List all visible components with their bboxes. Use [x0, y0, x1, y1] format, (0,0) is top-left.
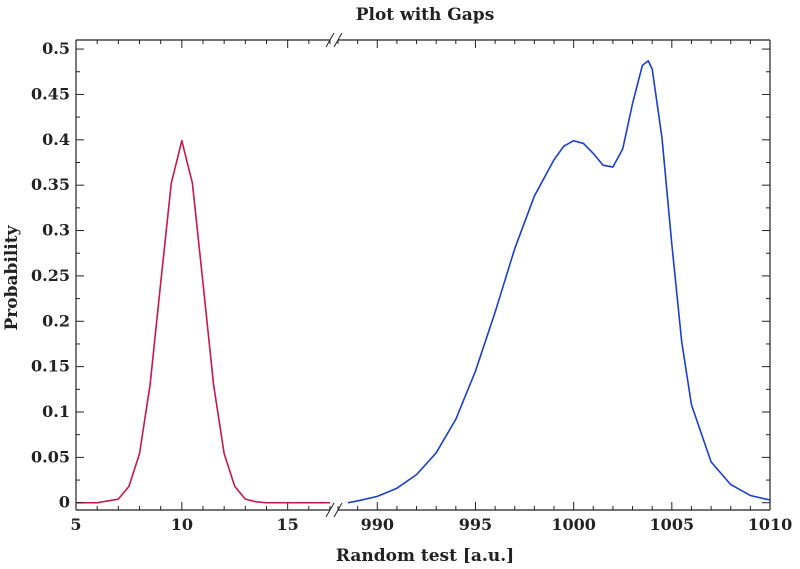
y-tick-label: 0.5 [42, 39, 70, 58]
x-tick-label: 990 [361, 515, 394, 534]
y-tick-label: 0.45 [31, 84, 70, 103]
series-line-panel-1-0 [347, 60, 771, 504]
x-tick-label: 1010 [748, 515, 793, 534]
x-tick-label: 1000 [551, 515, 596, 534]
y-tick-label: 0.4 [42, 130, 70, 149]
y-tick-label: 0.3 [42, 221, 70, 240]
y-tick-label: 0.05 [31, 447, 70, 466]
x-tick-label: 5 [70, 515, 81, 534]
y-tick-label: 0.1 [42, 402, 70, 421]
x-tick-label: 1005 [650, 515, 695, 534]
series-line-panel-0-0 [76, 139, 330, 504]
y-tick-label: 0.2 [42, 311, 70, 330]
axis-break-mark [325, 32, 335, 48]
x-axis-label: Random test [a.u.] [336, 546, 514, 566]
x-tick-label: 15 [277, 515, 299, 534]
y-tick-label: 0.25 [31, 266, 70, 285]
chart-title: Plot with Gaps [356, 5, 495, 25]
axis-break-mark [325, 502, 335, 518]
y-tick-label: 0.15 [31, 357, 70, 376]
y-tick-label: 0.35 [31, 175, 70, 194]
x-tick-label: 995 [459, 515, 492, 534]
x-tick-label: 10 [171, 515, 193, 534]
axis-break-mark [333, 502, 343, 518]
axis-break-mark [333, 32, 343, 48]
y-axis-label: Probability [2, 224, 22, 330]
y-tick-label: 0 [59, 493, 70, 512]
plot-area: 5 10 15 990 995 1000 1005 1010 0 0.05 0.1 0.15 0.2 0.… [31, 32, 793, 534]
